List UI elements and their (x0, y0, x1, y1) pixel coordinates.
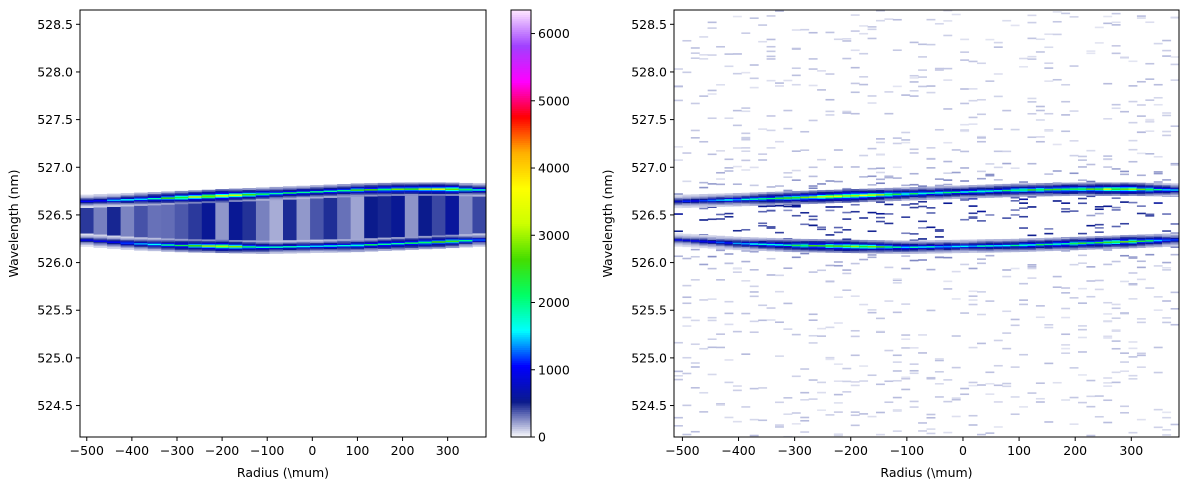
x-tick-label: 200 (1063, 443, 1087, 458)
x-tick-label: −400 (721, 443, 755, 458)
axes-frame (673, 9, 1180, 438)
y-tick-label: 528.5 (631, 17, 667, 32)
colorbar-tick-label: 3000 (538, 228, 570, 243)
x-tick-label: 100 (346, 443, 370, 458)
x-axis-label: Radius (\mum) (237, 465, 329, 480)
colorbar-tick-label: 0 (538, 430, 546, 445)
colorbar-tick-label: 6000 (538, 26, 570, 41)
colorbar-tick-label: 2000 (538, 295, 570, 310)
x-tick-label: 300 (1119, 443, 1143, 458)
x-tick-label: −200 (205, 443, 239, 458)
y-tick-label: 525.0 (631, 350, 667, 365)
x-axis-label: Radius (\mum) (880, 465, 972, 480)
y-tick-label: 528.0 (631, 64, 667, 79)
colorbar-tick-label: 1000 (538, 362, 570, 377)
y-tick-label: 525.0 (37, 350, 73, 365)
y-tick-label: 527.5 (37, 112, 73, 127)
colorbar-frame (510, 9, 532, 438)
y-tick-label: 526.5 (37, 207, 73, 222)
y-axis-label: Wavelength (nm) (6, 170, 21, 278)
x-tick-label: 0 (959, 443, 967, 458)
x-tick-label: −300 (160, 443, 194, 458)
colorbar-tick-label: 4000 (538, 161, 570, 176)
chart-panel-2: −500 −400 −300 −200 −100 0 100 200 300 524.5 525.0… (600, 9, 1180, 480)
x-tick-label: −500 (665, 443, 699, 458)
y-axis-label: Wavelength (nm) (600, 170, 615, 278)
x-tick-label: 200 (391, 443, 415, 458)
y-tick-label: 528.0 (37, 64, 73, 79)
y-tick-label: 526.0 (37, 255, 73, 270)
colorbar-tick-label: 5000 (538, 93, 570, 108)
heatmap-area (80, 10, 486, 437)
y-tick-label: 527.0 (631, 160, 667, 175)
heatmap-area (674, 10, 1179, 437)
x-tick-label: 0 (308, 443, 316, 458)
axes-frame (79, 9, 487, 438)
chart-panel-1: −500 −400 −300 −200 −100 0 100 200 300 524.5 525.0… (6, 9, 487, 480)
y-tick-label: 524.5 (631, 398, 667, 413)
x-tick-label: −200 (834, 443, 868, 458)
x-tick-label: 300 (436, 443, 460, 458)
y-tick-label: 528.5 (37, 17, 73, 32)
y-tick-label: 527.5 (631, 112, 667, 127)
x-tick-label: −300 (777, 443, 811, 458)
y-tick-label: 527.0 (37, 160, 73, 175)
x-tick-label: −400 (115, 443, 149, 458)
x-tick-label: 100 (1007, 443, 1031, 458)
x-tick-label: −100 (250, 443, 284, 458)
y-tick-label: 526.0 (631, 255, 667, 270)
colorbar: 0 1000 2000 3000 4000 5000 6000 (510, 9, 570, 445)
y-tick-label: 526.5 (631, 207, 667, 222)
y-tick-label: 525.5 (37, 303, 73, 318)
x-tick-label: −100 (890, 443, 924, 458)
y-tick-label: 524.5 (37, 398, 73, 413)
x-tick-label: −500 (70, 443, 104, 458)
y-tick-label: 525.5 (631, 303, 667, 318)
